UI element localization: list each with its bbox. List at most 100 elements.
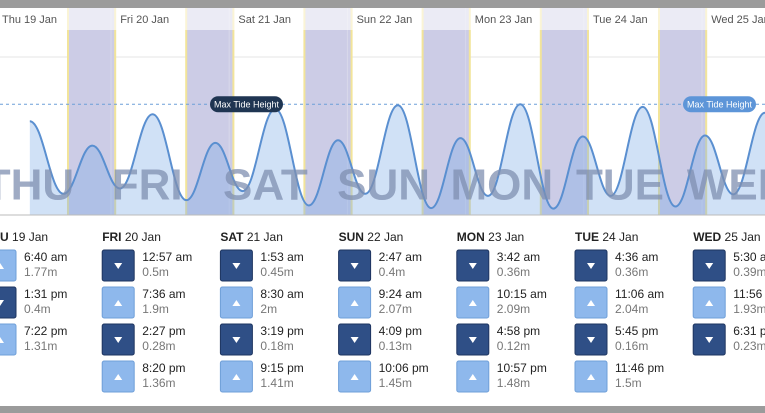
list-day-header: SUN 22 Jan	[339, 230, 404, 244]
list-day: SUN	[339, 230, 364, 244]
tide-arrow	[350, 374, 359, 380]
top-bar	[0, 0, 765, 8]
tide-time: 4:09 pm	[379, 324, 422, 338]
day-header: Sat 21 Jan	[238, 14, 291, 26]
tide-icon	[0, 323, 17, 356]
tide-time: 5:45 pm	[615, 324, 658, 338]
list-day-header: TUE 24 Jan	[575, 230, 638, 244]
big-day-label: MON	[450, 161, 553, 210]
tide-height: 0.4m	[24, 302, 51, 316]
tide-time: 7:36 am	[142, 287, 185, 301]
tide-arrow	[705, 263, 714, 269]
day-header: Tue 24 Jan	[593, 14, 648, 26]
list-day: SAT	[220, 230, 244, 244]
tide-icon	[0, 286, 17, 319]
tide-time: 11:56 am	[733, 287, 765, 301]
tide-height: 1.5m	[615, 376, 642, 390]
tide-time: 4:36 am	[615, 250, 658, 264]
tide-time: 4:58 pm	[497, 324, 540, 338]
tide-height: 0.16m	[615, 339, 648, 353]
tide-arrow	[587, 337, 595, 343]
tide-arrow	[0, 263, 4, 269]
list-day-header: THU 19 Jan	[0, 230, 48, 244]
tide-time: 7:22 pm	[24, 324, 67, 338]
tide-time: 1:31 pm	[24, 287, 67, 301]
tide-time: 2:27 pm	[142, 324, 185, 338]
night-shade	[68, 8, 116, 215]
tide-height: 0.13m	[379, 339, 412, 353]
list-day-header: WED 25 Jan	[693, 230, 760, 244]
tide-time: 6:31 pm	[733, 324, 765, 338]
list-date: 21 Jan	[247, 230, 283, 244]
tide-height: 0.45m	[260, 265, 293, 279]
tide-arrow	[350, 337, 359, 343]
max-tide-pill	[683, 96, 756, 113]
tide-height: 2.04m	[615, 302, 648, 316]
list-day-header: SAT 21 Jan	[220, 230, 282, 244]
night-shade	[304, 8, 352, 215]
tide-height: 0.36m	[615, 265, 648, 279]
tide-time: 1:53 am	[260, 250, 303, 264]
bottom-bar	[0, 406, 765, 413]
list-day: WED	[693, 230, 721, 244]
tide-time: 3:19 pm	[260, 324, 303, 338]
tide-time: 2:47 am	[379, 250, 422, 264]
tide-area	[29, 104, 765, 215]
list-date: 24 Jan	[602, 230, 638, 244]
tide-height: 0.23m	[733, 339, 765, 353]
tide-time: 11:06 am	[615, 287, 664, 301]
tide-height: 1.77m	[24, 265, 57, 279]
tide-time: 8:30 am	[260, 287, 303, 301]
tide-time: 10:06 pm	[379, 361, 429, 375]
tide-arrow	[114, 374, 123, 380]
tide-height: 1.36m	[142, 376, 175, 390]
day-header: Thu 19 Jan	[2, 14, 57, 26]
tide-height: 0.28m	[142, 339, 175, 353]
tide-arrow	[468, 374, 477, 380]
tide-time: 11:46 pm	[615, 361, 664, 375]
list-day-header: MON 23 Jan	[457, 230, 524, 244]
tide-time: 5:30 am	[733, 250, 765, 264]
day-header: Wed 25 Jan	[711, 14, 765, 26]
tide-arrow	[0, 300, 4, 306]
day-header: Mon 23 Jan	[475, 14, 532, 26]
tide-arrow	[350, 300, 359, 306]
tide-height: 0.36m	[497, 265, 530, 279]
list-day: FRI	[102, 230, 121, 244]
tide-arrow	[232, 300, 241, 306]
list-day-header: FRI 20 Jan	[102, 230, 161, 244]
tide-height: 2m	[260, 302, 277, 316]
tide-time: 12:57 am	[142, 250, 192, 264]
list-day: TUE	[575, 230, 599, 244]
list-date: 23 Jan	[488, 230, 524, 244]
tide-height: 1.48m	[497, 376, 530, 390]
list-day: MON	[457, 230, 485, 244]
tide-arrow	[587, 374, 595, 380]
tide-time: 6:40 am	[24, 250, 67, 264]
tide-chart: THU FRI SAT SUN MON TUE WED Max Tide Height Max …	[0, 8, 765, 216]
tide-height: 0.4m	[379, 265, 406, 279]
big-day-label: SAT	[223, 161, 308, 210]
night-shade	[540, 8, 588, 215]
tide-height: 1.41m	[260, 376, 293, 390]
tide-arrow	[705, 300, 714, 306]
tide-arrow	[587, 263, 595, 269]
tide-arrow	[232, 374, 241, 380]
tide-curve	[29, 103, 765, 210]
tide-arrow	[114, 337, 123, 343]
tide-arrow	[232, 263, 241, 269]
tide-time: 9:15 pm	[260, 361, 303, 375]
tide-arrow	[350, 263, 359, 269]
tide-arrow	[0, 337, 4, 343]
tide-arrow	[468, 337, 477, 343]
tide-arrow	[468, 263, 477, 269]
tide-time: 8:20 pm	[142, 361, 185, 375]
tide-height: 1.93m	[733, 302, 765, 316]
list-date: 20 Jan	[125, 230, 161, 244]
tide-arrow	[114, 263, 123, 269]
tide-arrow	[468, 300, 477, 306]
tide-icon	[0, 249, 17, 282]
list-date: 19 Jan	[12, 230, 48, 244]
